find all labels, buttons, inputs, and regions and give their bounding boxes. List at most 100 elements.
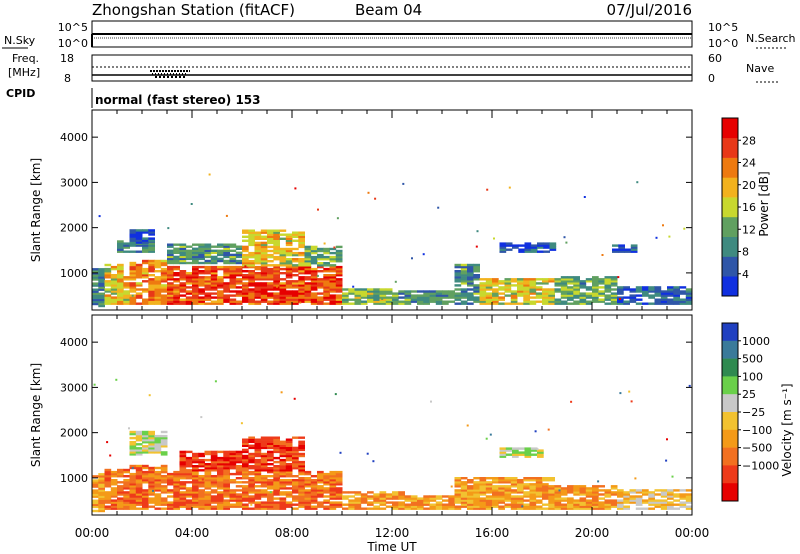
- heatmap-cell: [92, 276, 99, 279]
- heatmap-cell: [517, 507, 524, 510]
- heatmap-cell: [142, 475, 149, 478]
- heatmap-cell: [185, 300, 193, 303]
- heatmap-cell: [260, 278, 268, 281]
- heatmap-cell: [667, 505, 674, 508]
- heatmap-cell: [543, 242, 550, 245]
- heatmap-cell: [273, 438, 280, 441]
- time-axis-labels: 00:00 04:00 08:00 12:00 16:00 20:00 00:00: [75, 526, 710, 540]
- heatmap-cell: [229, 300, 237, 303]
- heatmap-cell: [248, 235, 255, 238]
- heatmap-cell: [160, 489, 168, 492]
- colorbar-swatch: [722, 216, 738, 237]
- heatmap-cell: [317, 493, 324, 496]
- heatmap-cell: [372, 460, 375, 463]
- heatmap-cell: [685, 290, 693, 293]
- heatmap-cell: [267, 503, 274, 506]
- heatmap-cell: [185, 302, 193, 305]
- heatmap-cell: [517, 479, 524, 482]
- heatmap-cell: [467, 497, 474, 500]
- heatmap-cell: [129, 235, 137, 238]
- heatmap-cell: [248, 231, 255, 234]
- heatmap-cell: [204, 288, 212, 291]
- colorbar-swatch: [722, 483, 738, 502]
- heatmap-cell: [467, 292, 474, 295]
- heatmap-cell: [517, 288, 524, 291]
- heatmap-cell: [104, 475, 112, 478]
- heatmap-cell: [273, 503, 280, 506]
- y-tick-label: 2000: [60, 222, 88, 235]
- heatmap-cell: [160, 475, 168, 478]
- heatmap-cell: [323, 262, 330, 265]
- heatmap-cell: [254, 302, 262, 305]
- heatmap-cell: [179, 487, 187, 490]
- heatmap-cell: [354, 497, 362, 500]
- heatmap-cell: [235, 477, 243, 480]
- heatmap-cell: [204, 261, 212, 265]
- heatmap-cell: [267, 440, 274, 443]
- heatmap-cell: [437, 206, 440, 209]
- heatmap-cell: [204, 475, 212, 478]
- heatmap-cell: [517, 491, 524, 494]
- heatmap-cell: [460, 296, 468, 299]
- heatmap-cell: [104, 505, 112, 508]
- heatmap-cell: [248, 260, 255, 263]
- heatmap-cell: [267, 501, 274, 504]
- heatmap-cell: [129, 278, 137, 281]
- heatmap-cell: [123, 292, 130, 295]
- heatmap-cell: [329, 296, 337, 299]
- heatmap-cell: [135, 430, 143, 434]
- heatmap-cell: [310, 505, 318, 508]
- heatmap-cell: [273, 284, 280, 287]
- heatmap-cell: [610, 284, 618, 287]
- heatmap-cell: [573, 282, 580, 285]
- heatmap-cell: [129, 487, 137, 490]
- heatmap-cell: [117, 288, 124, 291]
- heatmap-cell: [298, 276, 305, 279]
- heatmap-cell: [298, 440, 305, 443]
- heatmap-cell: [210, 456, 218, 460]
- heatmap-cell: [635, 298, 643, 301]
- heatmap-cell: [335, 501, 343, 504]
- heatmap-cell: [104, 507, 112, 510]
- heatmap-cell: [235, 253, 243, 257]
- heatmap-cell: [610, 292, 618, 295]
- heatmap-cell: [601, 254, 604, 256]
- heatmap-cell: [235, 489, 243, 492]
- heatmap-cell: [248, 465, 255, 468]
- heatmap-cell: [285, 282, 293, 285]
- heatmap-cell: [279, 472, 287, 476]
- heatmap-cell: [543, 246, 550, 249]
- heatmap-cell: [660, 296, 668, 299]
- heatmap-cell: [317, 280, 324, 283]
- heatmap-cell: [210, 481, 218, 484]
- heatmap-cell: [185, 501, 193, 504]
- heatmap-cell: [167, 274, 174, 277]
- heatmap-cell: [148, 274, 155, 277]
- heatmap-cell: [160, 507, 168, 510]
- heatmap-cell: [210, 452, 218, 456]
- heatmap-cell: [317, 253, 324, 257]
- heatmap-cell: [173, 499, 180, 502]
- heatmap-cell: [173, 255, 180, 259]
- heatmap-cell: [254, 241, 262, 245]
- heatmap-cell: [548, 477, 555, 480]
- heatmap-cell: [285, 479, 293, 482]
- heatmap-cell: [210, 458, 218, 462]
- heatmap-cell: [354, 296, 362, 299]
- heatmap-cell: [267, 493, 274, 496]
- heatmap-cell: [190, 203, 193, 205]
- heatmap-cell: [460, 274, 468, 277]
- heatmap-cell: [429, 495, 437, 498]
- heatmap-cell: [235, 460, 243, 464]
- heatmap-cell: [654, 290, 662, 293]
- heatmap-cell: [473, 501, 480, 504]
- y-tick-label: 4000: [60, 336, 88, 349]
- heatmap-cell: [267, 272, 274, 275]
- heatmap-cell: [242, 469, 249, 472]
- heatmap-cell: [486, 188, 489, 191]
- heatmap-cell: [498, 497, 505, 500]
- heatmap-cell: [198, 245, 205, 248]
- heatmap-cell: [454, 483, 462, 486]
